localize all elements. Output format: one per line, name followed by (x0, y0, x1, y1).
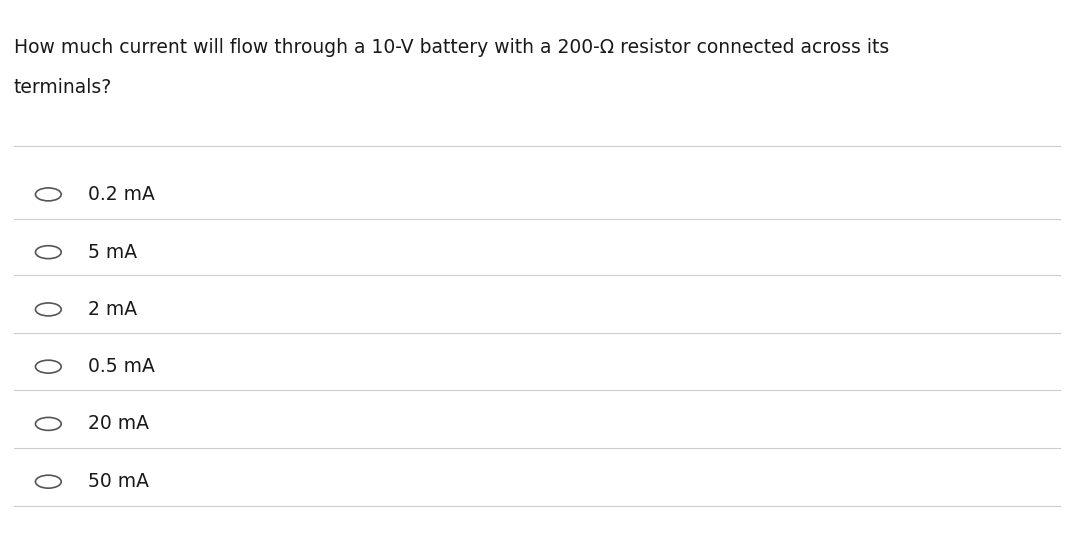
Text: 5 mA: 5 mA (88, 242, 137, 262)
Text: 20 mA: 20 mA (88, 414, 149, 434)
Text: 0.5 mA: 0.5 mA (88, 357, 155, 376)
Text: How much current will flow through a 10-V battery with a 200-Ω resistor connecte: How much current will flow through a 10-… (14, 38, 889, 57)
Text: 2 mA: 2 mA (88, 300, 137, 319)
Text: terminals?: terminals? (14, 78, 112, 97)
Text: 50 mA: 50 mA (88, 472, 149, 491)
Text: 0.2 mA: 0.2 mA (88, 185, 155, 204)
